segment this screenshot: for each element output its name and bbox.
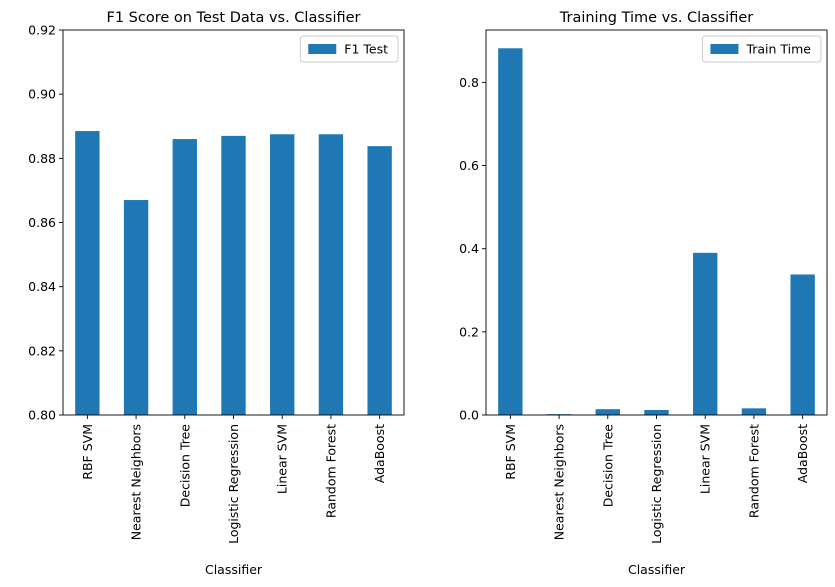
y-tick-label: 0.4 bbox=[459, 241, 479, 256]
y-tick-label: 0.80 bbox=[28, 408, 56, 423]
bar-linear-svm bbox=[693, 252, 718, 415]
bar-decision-tree bbox=[172, 139, 197, 416]
y-tick-label: 0.6 bbox=[459, 158, 479, 173]
bar-random-forest bbox=[741, 408, 767, 415]
y-tick-label: 0.86 bbox=[28, 215, 56, 230]
x-tick-label: AdaBoost bbox=[372, 424, 387, 483]
x-tick-label: AdaBoost bbox=[795, 424, 810, 483]
x-tick-label: Linear SVM bbox=[698, 424, 713, 494]
legend-box bbox=[299, 35, 399, 63]
bar-linear-svm bbox=[270, 134, 295, 416]
x-tick-label: Nearest Neighbors bbox=[552, 424, 567, 540]
x-tick-label: Random Forest bbox=[746, 424, 761, 518]
y-tick-label: 0.2 bbox=[459, 324, 479, 339]
legend-label: Train Time bbox=[745, 42, 811, 57]
x-tick-label: Nearest Neighbors bbox=[129, 424, 144, 540]
axes-frame bbox=[485, 29, 828, 416]
x-tick-label: Random Forest bbox=[323, 424, 338, 518]
bar-decision-tree bbox=[595, 409, 620, 415]
x-tick-label: Linear SVM bbox=[275, 424, 290, 494]
y-tick-label: 0.88 bbox=[28, 151, 56, 166]
bar-logistic-regression bbox=[644, 410, 669, 415]
y-tick-label: 0.8 bbox=[459, 75, 479, 90]
x-axis-label: Classifier bbox=[628, 562, 686, 577]
x-tick-label: Logistic Regression bbox=[649, 424, 664, 544]
bar-rbf-svm bbox=[75, 131, 100, 415]
bar-adaboost bbox=[367, 146, 392, 415]
y-tick-label: 0.90 bbox=[28, 87, 56, 102]
legend: Train Time bbox=[701, 35, 822, 63]
bar-rbf-svm bbox=[498, 48, 523, 416]
x-axis-label: Classifier bbox=[205, 562, 263, 577]
y-tick-label: 0.0 bbox=[459, 408, 479, 423]
bar-nearest-neighbors bbox=[123, 200, 149, 415]
bar-logistic-regression bbox=[221, 135, 246, 415]
legend: F1 Test bbox=[299, 35, 399, 63]
x-tick-label: RBF SVM bbox=[503, 424, 518, 480]
x-tick-label: Decision Tree bbox=[600, 424, 615, 508]
chart-panel-2: Training Time vs. Classifier 0.0 0.2 0.4 0.6… bbox=[459, 10, 828, 577]
legend-label: F1 Test bbox=[344, 42, 388, 57]
legend-swatch bbox=[710, 44, 739, 54]
legend-box bbox=[701, 35, 822, 63]
chart-title: F1 Score on Test Data vs. Classifier bbox=[106, 10, 360, 26]
legend-swatch bbox=[308, 44, 337, 54]
x-tick-label: Decision Tree bbox=[177, 424, 192, 508]
y-tick-label: 0.92 bbox=[28, 23, 56, 38]
y-tick-label: 0.82 bbox=[28, 343, 56, 358]
y-tick-label: 0.84 bbox=[28, 279, 56, 294]
bar-random-forest bbox=[318, 134, 344, 416]
bar-adaboost bbox=[790, 274, 815, 415]
chart-panel-1: F1 Score on Test Data vs. Classifier 0.80… bbox=[28, 10, 405, 577]
x-tick-label: Logistic Regression bbox=[226, 424, 241, 544]
chart-title: Training Time vs. Classifier bbox=[559, 10, 754, 26]
x-tick-label: RBF SVM bbox=[80, 424, 95, 480]
